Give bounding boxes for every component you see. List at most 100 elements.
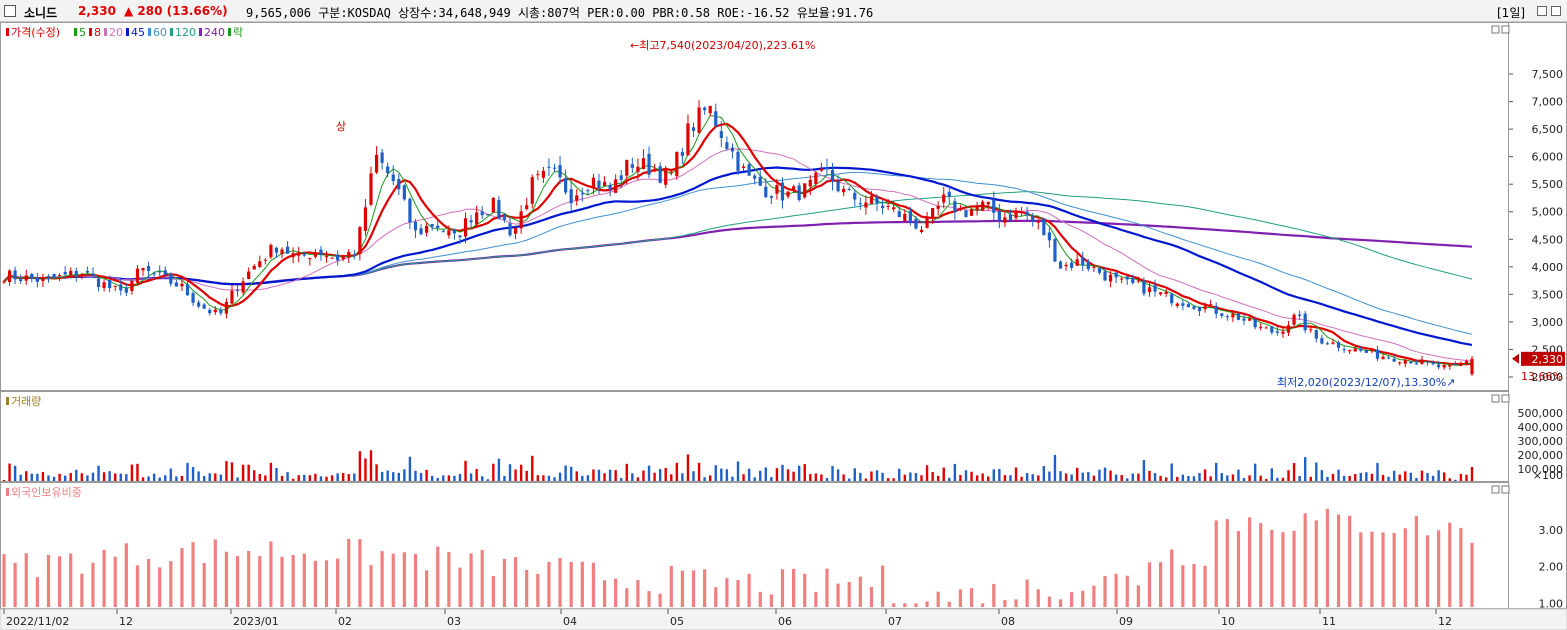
panel-minimize-icon[interactable]	[1491, 25, 1500, 34]
volume-bar	[781, 464, 784, 481]
volume-bar	[1342, 475, 1346, 481]
volume-bar	[1387, 476, 1390, 481]
foreign-bar	[1292, 530, 1296, 607]
legend-item-락: 락	[233, 26, 243, 39]
foreign-bar	[369, 565, 373, 607]
candle-body	[558, 165, 562, 178]
current-price: 2,330	[78, 4, 116, 18]
candle-body	[925, 216, 929, 228]
minimize-icon[interactable]	[1537, 6, 1547, 16]
volume-bar	[1215, 462, 1218, 481]
volume-bar	[692, 471, 695, 481]
candle-body	[641, 158, 646, 170]
volume-bar	[13, 465, 17, 481]
select-checkbox[interactable]	[4, 5, 16, 17]
legend-marker-240	[199, 28, 202, 36]
maximize-icon[interactable]	[1551, 6, 1561, 16]
volume-bar	[180, 475, 184, 481]
x-tick-label: 2023/01	[233, 615, 279, 628]
volume-bar	[169, 468, 173, 481]
volume-bar	[219, 474, 223, 481]
panel-maximize-icon[interactable]	[1501, 394, 1510, 403]
volume-bar	[58, 473, 61, 481]
volume-bar	[1465, 474, 1468, 481]
volume-bar	[30, 473, 34, 481]
volume-bar	[536, 475, 540, 481]
foreign-bar	[224, 551, 229, 607]
volume-bar	[519, 464, 523, 481]
volume-bar	[1415, 477, 1418, 481]
candle-body	[547, 166, 551, 168]
foreign-panel	[0, 482, 1509, 609]
candle-body	[497, 200, 501, 219]
stock-name[interactable]: 소니드	[24, 6, 58, 20]
volume-bar	[214, 473, 217, 481]
candle-body	[30, 273, 34, 279]
volume-bar	[681, 473, 684, 481]
candle-body	[1286, 325, 1291, 333]
candle-body	[302, 252, 306, 256]
volume-tick-label: 300,000	[1518, 435, 1564, 448]
volume-bar	[1420, 470, 1424, 481]
legend-item-240: 240	[204, 26, 225, 39]
volume-bar	[1142, 459, 1146, 481]
x-tick-label: 08	[1001, 615, 1015, 628]
volume-bar	[936, 475, 940, 481]
volume-bar	[1148, 470, 1151, 481]
candle-body	[1019, 211, 1024, 213]
candle-body	[41, 277, 45, 282]
volume-bar	[864, 478, 868, 481]
panel-minimize-icon[interactable]	[1491, 394, 1500, 403]
volume-bar	[892, 478, 895, 481]
x-tick-label: 03	[447, 615, 461, 628]
volume-bar	[853, 468, 856, 481]
candle-body	[285, 246, 290, 254]
candle-body	[1209, 304, 1213, 306]
price-tick-label: 5,500	[1532, 178, 1564, 191]
candle-body	[658, 166, 662, 183]
volume-bar	[686, 454, 690, 481]
volume-bar	[1281, 477, 1285, 481]
candle-body	[146, 266, 151, 271]
panel-maximize-icon[interactable]	[1501, 485, 1510, 494]
foreign-bar	[1014, 599, 1018, 607]
x-tick-label: 07	[888, 615, 902, 628]
volume-bar	[831, 465, 834, 481]
volume-bar	[825, 478, 829, 481]
candle-body	[1047, 232, 1051, 241]
volume-bar	[1459, 473, 1463, 481]
candle-body	[202, 304, 206, 309]
foreign-tick-label: 1.00	[1539, 597, 1564, 610]
candle-body	[397, 179, 401, 190]
foreign-bar	[981, 603, 985, 607]
candle-body	[1075, 259, 1079, 266]
panel-maximize-icon[interactable]	[1501, 25, 1510, 34]
candle-body	[1058, 261, 1063, 269]
volume-bar	[581, 475, 584, 481]
x-tick-label: 09	[1119, 615, 1133, 628]
foreign-bar	[13, 562, 17, 607]
candle-body	[525, 205, 529, 209]
candle-body	[308, 258, 312, 260]
candle-body	[1220, 313, 1224, 316]
period-selector[interactable]: [1일]	[1497, 6, 1526, 20]
foreign-bar	[658, 593, 662, 607]
volume-bar	[36, 473, 39, 481]
foreign-bar	[892, 603, 896, 607]
volume-bar	[1442, 472, 1446, 481]
candle-body	[730, 147, 735, 152]
foreign-bar	[1236, 530, 1241, 607]
foreign-bar	[703, 569, 707, 607]
legend-marker-락	[228, 28, 231, 36]
candle-body	[1064, 264, 1068, 267]
volume-bar	[1014, 467, 1018, 481]
candle-body	[1036, 221, 1040, 223]
candle-body	[35, 277, 39, 282]
panel-minimize-icon[interactable]	[1491, 485, 1500, 494]
volume-bar	[1309, 476, 1312, 481]
volume-bar	[208, 473, 211, 481]
candle-body	[769, 196, 773, 198]
candle-body	[836, 181, 840, 192]
foreign-bar	[1081, 590, 1085, 607]
